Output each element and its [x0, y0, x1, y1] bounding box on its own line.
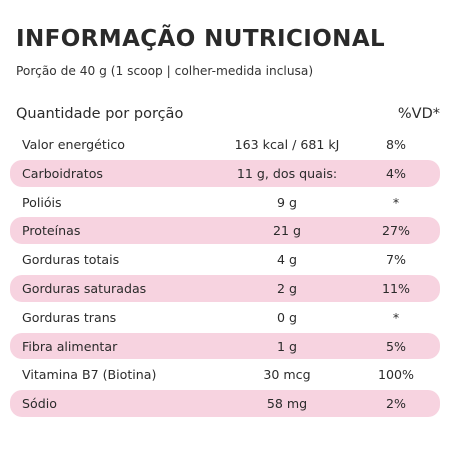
table-row: Gorduras saturadas 2 g 11% [10, 274, 440, 303]
nutrient-amount: 2 g [276, 280, 297, 296]
table-row: Gorduras totais 4 g 7% [10, 245, 440, 274]
nutrient-dv: 100% [377, 367, 414, 383]
nutrient-dv: 4% [386, 165, 406, 181]
nutrient-name: Sódio [22, 396, 57, 412]
nutrient-amount: 9 g [276, 194, 297, 210]
nutrient-amount: 30 mcg [263, 367, 311, 383]
table-row: Vitamina B7 (Biotina) 30 mcg 100% [10, 360, 440, 389]
table-row: Sódio 58 mg 2% [10, 389, 440, 418]
page-title: INFORMAÇÃO NUTRICIONAL [16, 26, 386, 52]
table-row: Proteínas 21 g 27% [10, 216, 440, 245]
table-row: Fibra alimentar 1 g 5% [10, 332, 440, 361]
nutrient-name: Polióis [22, 194, 62, 210]
nutrient-amount: 11 g, dos quais: [236, 165, 338, 181]
table-header: Quantidade por porção %VD* [16, 106, 440, 128]
row-stripe [10, 332, 440, 360]
nutrient-name: Fibra alimentar [22, 338, 118, 354]
nutrient-amount: 58 mg [266, 396, 308, 412]
row-stripe [10, 274, 440, 302]
nutrient-amount: 163 kcal / 681 kJ [234, 137, 340, 152]
nutrition-table: Valor energético 163 kcal / 681 kJ 8% Ca… [10, 130, 440, 418]
nutrient-amount: 1 g [276, 338, 297, 354]
nutrient-name: Gorduras saturadas [22, 280, 147, 296]
nutrient-amount: 0 g [276, 309, 297, 325]
nutrient-dv: 5% [386, 338, 406, 354]
nutrient-name: Carboidratos [22, 165, 103, 181]
nutrient-dv: 2% [386, 396, 406, 412]
table-row: Valor energético 163 kcal / 681 kJ 8% [10, 130, 440, 159]
nutrient-amount: 4 g [276, 252, 297, 268]
nutrient-dv: 27% [382, 223, 410, 239]
table-row: Gorduras trans 0 g * [10, 303, 440, 332]
nutrient-dv: * [392, 194, 400, 210]
nutrient-dv: 11% [382, 280, 410, 296]
table-row: Polióis 9 g * [10, 188, 440, 217]
nutrient-dv: 7% [386, 252, 406, 268]
table-row: Carboidratos 11 g, dos quais: 4% [10, 159, 440, 188]
nutrient-name: Vitamina B7 (Biotina) [22, 367, 157, 383]
serving-size: Porção de 40 g (1 scoop | colher-medida … [16, 64, 314, 78]
quantity-header: Quantidade por porção [16, 106, 184, 122]
nutrient-name: Valor energético [22, 137, 125, 152]
nutrient-amount: 21 g [272, 223, 302, 239]
nutrient-dv: 8% [386, 137, 406, 152]
nutrient-name: Gorduras trans [22, 309, 117, 325]
daily-value-header: %VD* [397, 106, 440, 122]
nutrient-name: Gorduras totais [22, 252, 120, 268]
row-stripe [10, 159, 440, 187]
row-stripe [10, 217, 440, 245]
row-stripe [10, 390, 440, 417]
nutrient-dv: * [392, 309, 400, 325]
nutrient-name: Proteínas [22, 223, 81, 239]
